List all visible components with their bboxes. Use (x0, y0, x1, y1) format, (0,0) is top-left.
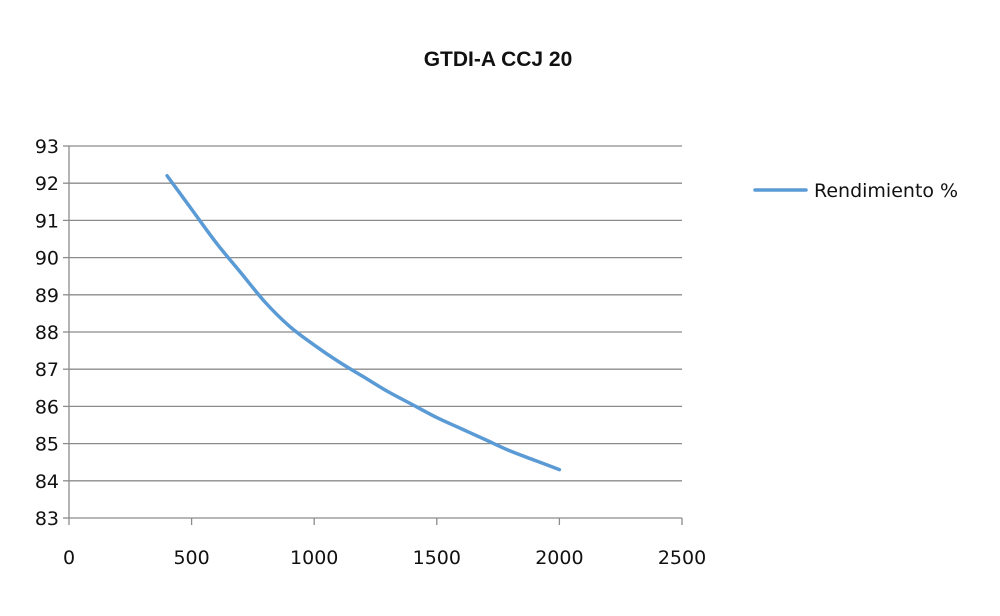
legend-label: Rendimiento % (814, 180, 958, 202)
grid-lines (69, 145, 682, 519)
tick-labels: 83 84 85 86 87 88 89 90 91 92 93 0 500 1000 1500 2000 25… (35, 136, 706, 569)
y-tick-label: 84 (35, 471, 59, 493)
y-tick-label: 90 (35, 248, 59, 270)
y-tick-label: 86 (35, 396, 59, 418)
x-tick-label: 1500 (413, 547, 461, 569)
y-tick-label: 87 (35, 359, 59, 381)
x-tick-label: 1000 (290, 547, 338, 569)
x-tick-label: 0 (63, 547, 75, 569)
y-tick-label: 92 (35, 173, 59, 195)
series-line-0 (165, 174, 562, 472)
x-tick-label: 2500 (658, 547, 706, 569)
x-tick-label: 2000 (535, 547, 583, 569)
y-tick-label: 89 (35, 285, 59, 307)
x-tick-label: 500 (173, 547, 209, 569)
y-tick-label: 93 (35, 136, 59, 158)
axes (63, 145, 683, 525)
y-tick-label: 83 (35, 508, 59, 530)
y-tick-label: 88 (35, 322, 59, 344)
y-tick-label: 91 (35, 210, 59, 232)
series-lines (165, 174, 562, 472)
y-tick-label: 85 (35, 434, 59, 456)
chart-title: GTDI-A CCJ 20 (424, 48, 573, 71)
legend: Rendimiento % (753, 180, 958, 202)
